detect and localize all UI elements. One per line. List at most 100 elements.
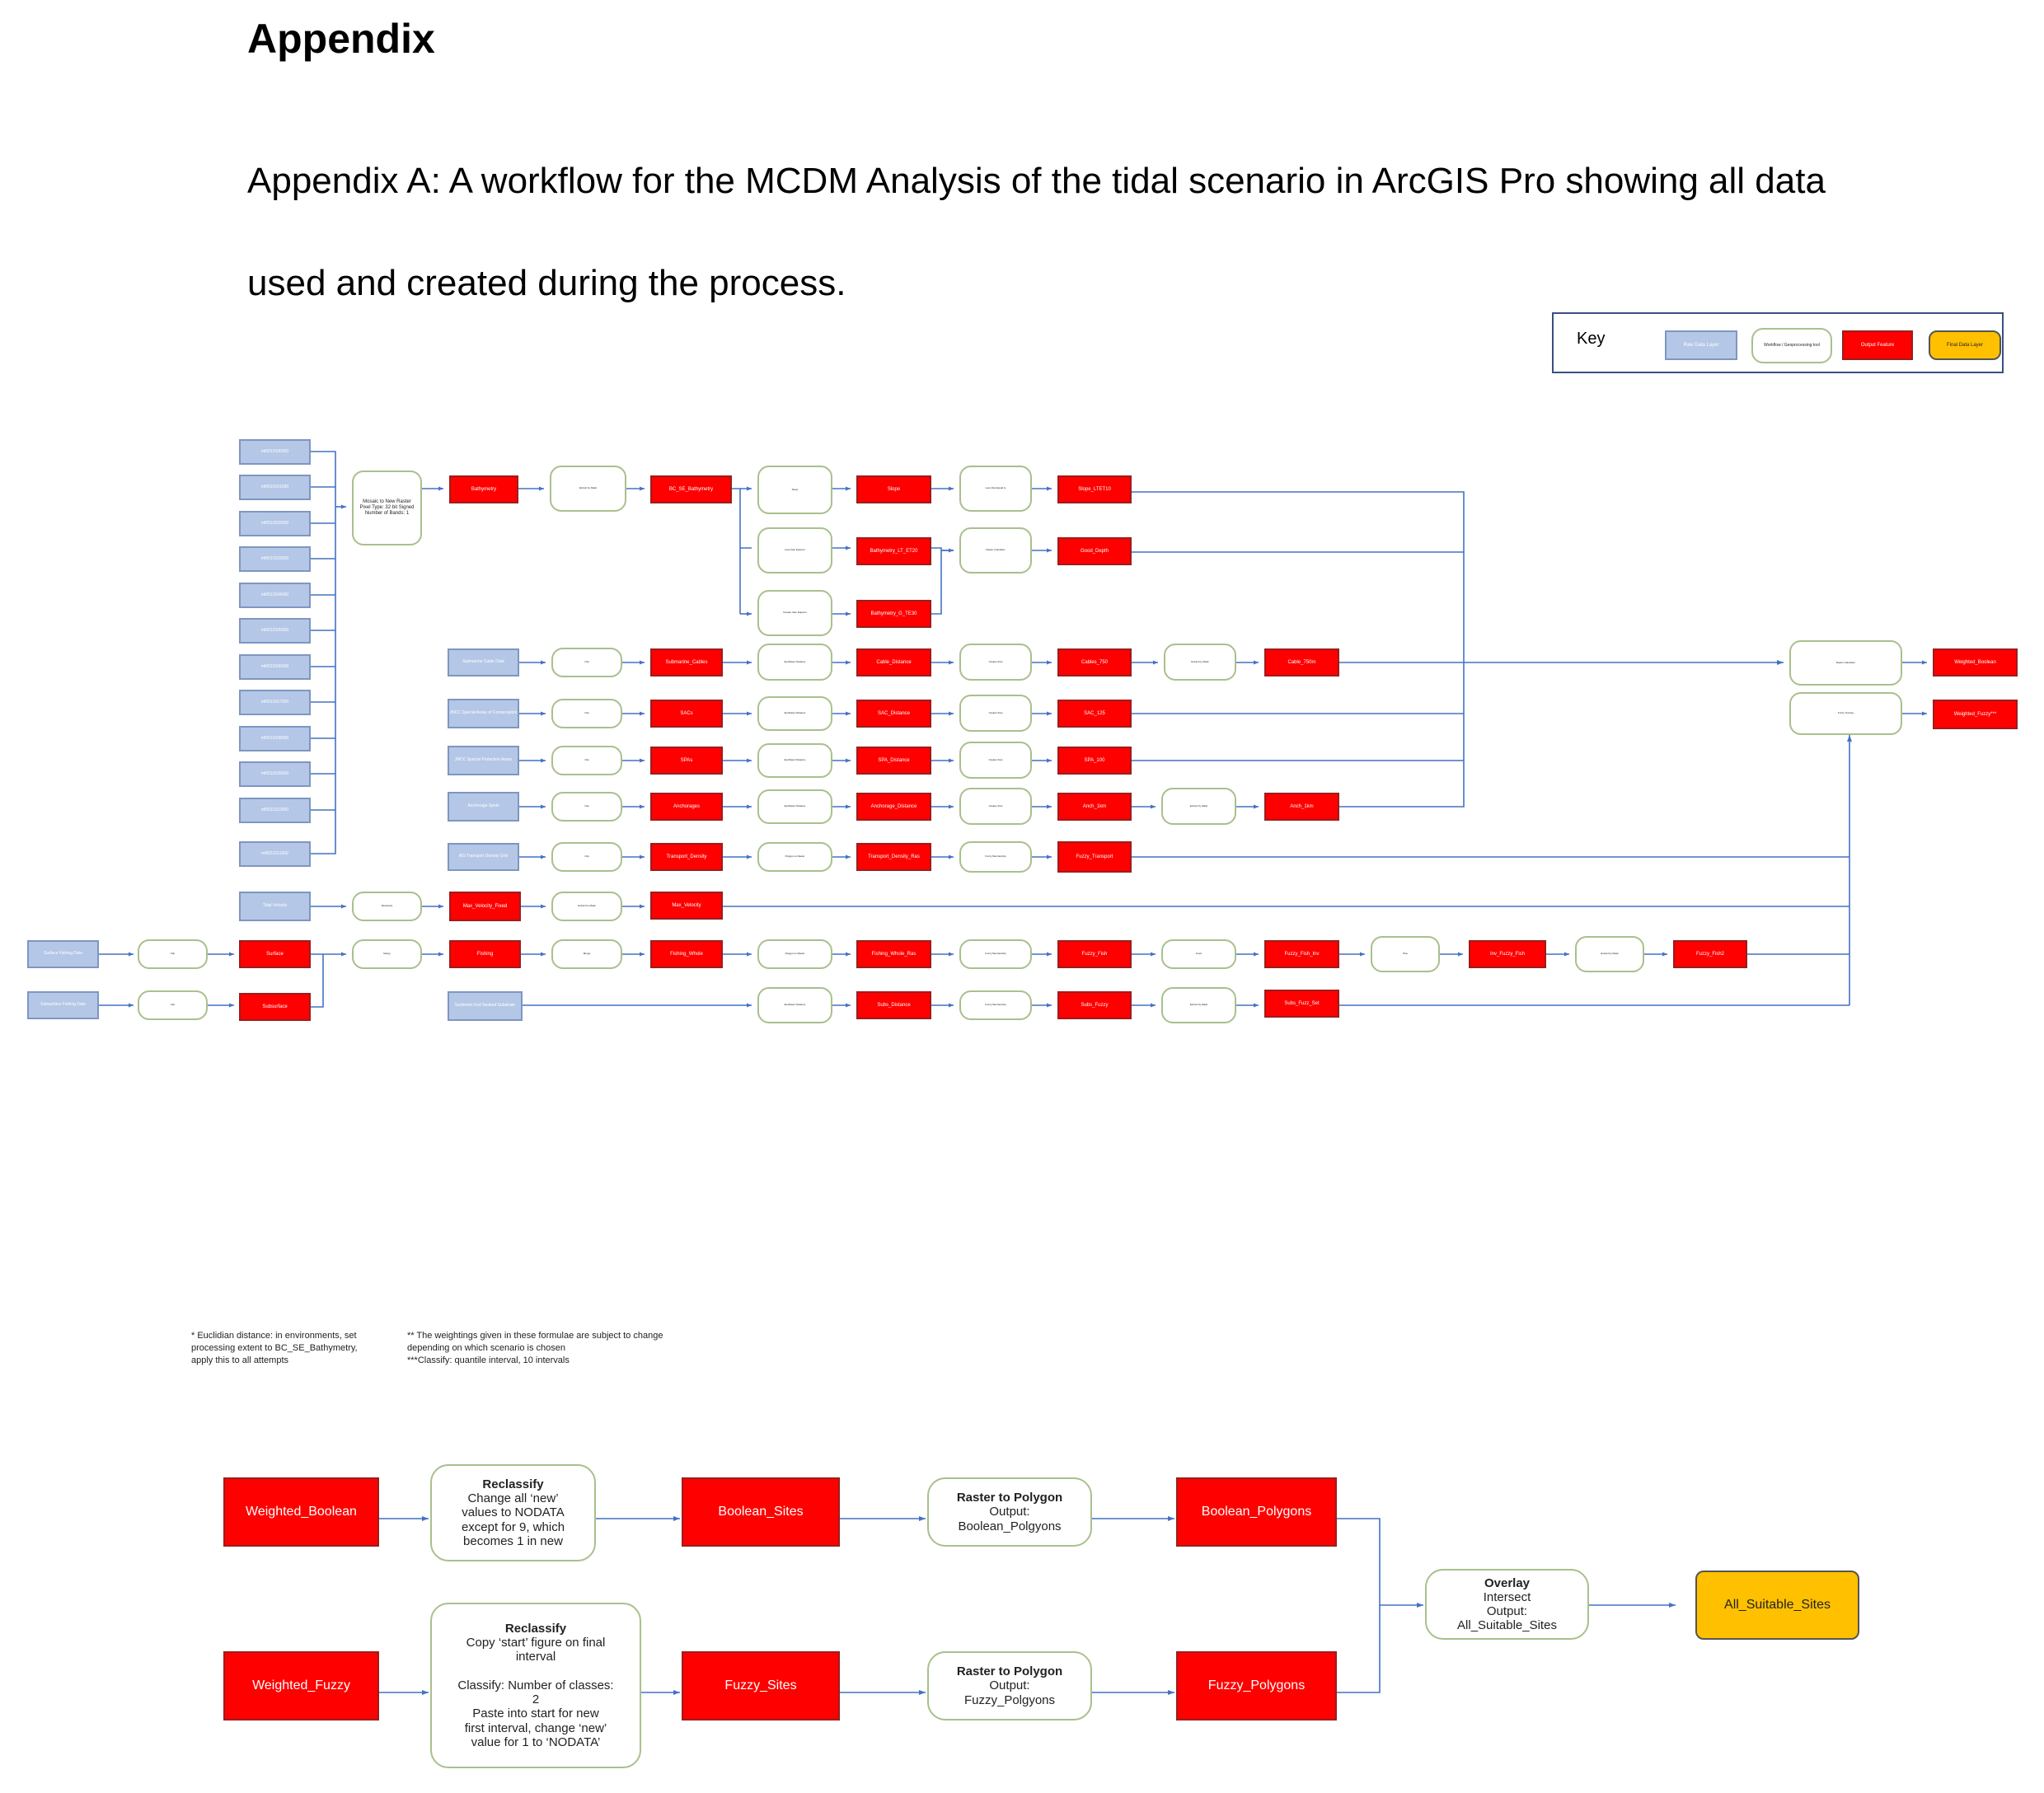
extract-by-mask-anchorage: Extract by Mask: [1161, 788, 1236, 825]
extract-by-mask-velocity: Extract by Mask: [551, 892, 622, 921]
polygon-to-raster-fishing: Polygon to Raster: [757, 939, 832, 969]
reclassify-fuzzy-tool: Reclassify Copy ‘start’ figure on final …: [430, 1603, 641, 1768]
raw-tile: mf0010107000: [239, 690, 311, 715]
plus-tool: Plus: [1371, 936, 1440, 972]
bathymetry-lt-et20-output: Bathymetry_LT_ET20: [856, 537, 931, 565]
transport-density-output: Transport_Density: [650, 843, 723, 871]
reclassify-boolean-title: Reclassify: [482, 1477, 544, 1491]
key-final: Final Data Layer: [1929, 330, 2001, 360]
key-raw-data: Raw Data Layer: [1665, 330, 1737, 360]
polygon-to-raster-ais: Polygon to Raster: [757, 842, 832, 872]
greater-than-cable: Greater than: [959, 644, 1032, 681]
raw-tile: mf0010108000: [239, 726, 311, 751]
bc-se-bathymetry-output: BC_SE_Bathymetry: [650, 475, 732, 503]
inv-fuzzy-fish-output: Inv_Fuzzy_Fish: [1469, 940, 1546, 968]
fishing-whole-output: Fishing_Whole: [650, 940, 723, 968]
surface-fishing-data: Surface Fishing Data: [27, 940, 99, 968]
fishing-output: Fishing: [449, 940, 521, 968]
key-output: Output Feature: [1842, 330, 1913, 360]
subsurface-output: Subsurface: [239, 993, 311, 1021]
clip-sac-tool: Clip: [551, 699, 622, 728]
sediment-grid-data: Sediment Grid Seabed Substrate: [448, 991, 523, 1021]
raster-calculator-boolean: Raster Calculator: [1789, 640, 1902, 686]
ais-transport-density-data: AIS Transport Density Grid: [448, 843, 519, 871]
euclidean-distance-anchorage: Euclidean Distance: [757, 789, 832, 824]
raw-tile: mf0010103000: [239, 546, 311, 572]
cable-distance-output: Cable_Distance: [856, 648, 931, 676]
subs-fuzz-set-output: Subs_Fuzz_Set: [1264, 990, 1339, 1018]
euclidean-distance-sediment: Euclidean Distance: [757, 987, 832, 1023]
slope-ltet10-output: Slope_LTET10: [1057, 475, 1132, 503]
transport-density-ras-output: Transport_Density_Ras: [856, 843, 931, 871]
jncc-sac-data: JNCC Special Areas of Conservation: [448, 699, 519, 728]
fuzzy-sites-output: Fuzzy_Sites: [682, 1651, 840, 1720]
raw-tile: mf0010109000: [239, 761, 311, 787]
bathymetry-output: Bathymetry: [449, 475, 518, 503]
note-weightings: ** The weightings given in these formula…: [407, 1331, 663, 1365]
clip-cable-tool: Clip: [551, 648, 622, 677]
weighted-boolean-output: Weighted_Boolean: [223, 1477, 379, 1547]
less-than-equal-to-tool: Less than Equal to: [757, 527, 832, 573]
extract-by-mask-fishing: Extract by Mask: [1575, 936, 1644, 972]
submarine-cable-data: Submarine Cable Data: [448, 648, 519, 676]
cables-750-output: Cables_750: [1057, 648, 1132, 676]
subsurface-fishing-data: Subsurface Fishing Data: [27, 991, 99, 1019]
slope-tool: Slope: [757, 466, 832, 514]
extract-by-mask-cable: Extract by Mask: [1164, 644, 1236, 681]
mosaic-to-new-raster: Mosaic to New Raster Pixel Type: 32 bit …: [352, 470, 422, 545]
cable-750m-output: Cable_750m: [1264, 648, 1339, 676]
key-label: Key: [1577, 330, 1606, 348]
greater-than-sac: Greater than: [959, 695, 1032, 732]
fuzzy-overlay-tool: Fuzzy Overlay: [1789, 692, 1902, 735]
invert-tool: Invert: [1161, 939, 1236, 969]
fuzzy-fish-inv-output: Fuzzy_Fish_Inv: [1264, 940, 1339, 968]
anchorage-distance-output: Anchorage_Distance: [856, 793, 931, 821]
spa-distance-output: SPA_Distance: [856, 747, 931, 775]
greater-than-anchorage: Greater than: [959, 788, 1032, 825]
extract-by-mask-sediment: Extract by Mask: [1161, 987, 1236, 1023]
raw-tile: mf0010106000: [239, 654, 311, 680]
key-workflow: Workflow / Geoprocessing tool: [1751, 328, 1832, 363]
euclidean-distance-sac: Euclidean Distance: [757, 696, 832, 731]
bathymetry-g-te30-output: Bathymetry_G_TE30: [856, 600, 931, 628]
rtp-boolean-text: Output: Boolean_Polgyons: [958, 1505, 1062, 1533]
clip-ais-tool: Clip: [551, 842, 622, 872]
euclidean-distance-spa: Euclidean Distance: [757, 743, 832, 778]
raw-tile: mf0010110000: [239, 798, 311, 823]
euclidean-distance-cable: Euclidean Distance: [757, 644, 832, 681]
weighted-fuzzy-output: Weighted_Fuzzy: [223, 1651, 379, 1720]
reclassify-boolean-tool: Reclassify Change all ‘new’ values to NO…: [430, 1464, 596, 1561]
all-suitable-sites-output: All_Suitable_Sites: [1695, 1571, 1859, 1640]
slope-output: Slope: [856, 475, 931, 503]
raster-to-polygon-fuzzy: Raster to Polygon Output: Fuzzy_Polgyons: [927, 1651, 1092, 1720]
clip-subsurface-tool: Clip: [138, 990, 208, 1020]
raw-tile: mf0010111000: [239, 841, 311, 867]
page-subheading: Appendix A: A workflow for the MCDM Anal…: [247, 161, 1826, 303]
fuzzy-membership-ais: Fuzzy Membership: [959, 841, 1032, 873]
max-velocity-output: Max_Velocity: [650, 892, 723, 920]
overlay-title: Overlay: [1484, 1575, 1531, 1590]
greater-than-spa: Greater than: [959, 742, 1032, 779]
sac-distance-output: SAC_Distance: [856, 700, 931, 728]
submarine-cables-output: Submarine_Cables: [650, 648, 723, 676]
fishing-whole-ras-output: Fishing_Whole_Ras: [856, 940, 931, 968]
reclassify-slope: Less than Equal to: [959, 466, 1032, 512]
weighted-boolean-small-output: Weighted_Boolean: [1933, 648, 2018, 676]
greater-than-equal-to-tool: Greater than Equal to: [757, 590, 832, 636]
rtp-boolean-title: Raster to Polygon: [956, 1491, 1063, 1505]
extract-by-mask-bathymetry: Extract by Mask: [550, 466, 626, 512]
boolean-sites-output: Boolean_Sites: [682, 1477, 840, 1547]
key-box: [1552, 312, 2004, 373]
subs-distance-output: Subs_Distance: [856, 991, 931, 1019]
raster-to-polygon-boolean: Raster to Polygon Output: Boolean_Polgyo…: [927, 1477, 1092, 1547]
reclassify-fuzzy-title: Reclassify: [504, 1621, 567, 1636]
clip-surface-tool: Clip: [138, 939, 208, 969]
surface-output: Surface: [239, 940, 311, 968]
clip-spa-tool: Clip: [551, 746, 622, 775]
fuzzy-fish2-output: Fuzzy_Fish2: [1673, 940, 1747, 968]
weighted-fuzzy-small-output: Weighted_Fuzzy***: [1933, 700, 2018, 729]
fuzzy-membership-fishing: Fuzzy Membership: [959, 939, 1032, 969]
fuzzy-membership-sediment: Fuzzy Membership: [959, 990, 1032, 1020]
anchorages-output: Anchorages: [650, 793, 723, 821]
clip-anchorage-tool: Clip: [551, 792, 622, 822]
